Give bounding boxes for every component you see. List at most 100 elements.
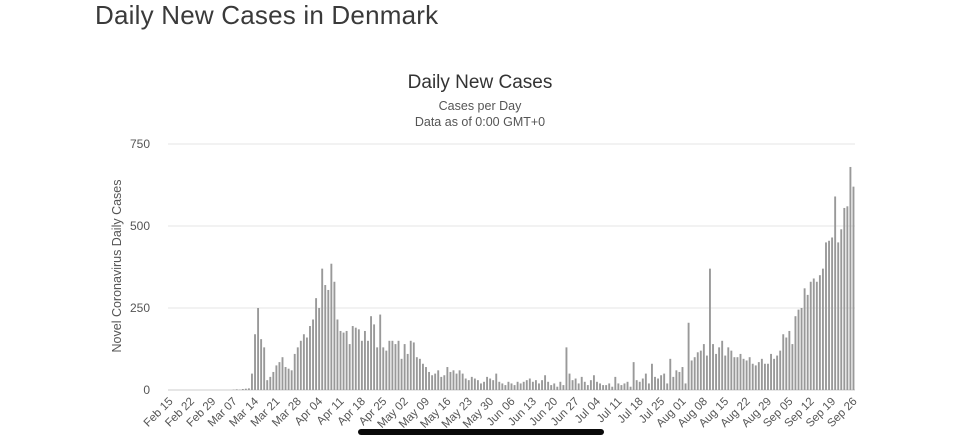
bar[interactable]	[446, 367, 449, 390]
bar[interactable]	[498, 381, 501, 390]
scroll-indicator[interactable]	[358, 429, 604, 435]
bar[interactable]	[821, 268, 824, 390]
bar[interactable]	[516, 381, 519, 390]
bar[interactable]	[565, 347, 568, 390]
bar[interactable]	[647, 383, 650, 390]
bar[interactable]	[699, 350, 702, 390]
bar[interactable]	[531, 381, 534, 390]
bar[interactable]	[293, 353, 296, 390]
bar[interactable]	[254, 334, 256, 390]
bar[interactable]	[806, 294, 809, 390]
bar[interactable]	[354, 327, 357, 390]
bar[interactable]	[251, 373, 253, 390]
bar[interactable]	[727, 347, 730, 390]
bar[interactable]	[559, 381, 562, 390]
bar[interactable]	[608, 383, 611, 390]
bar[interactable]	[360, 340, 363, 390]
bar[interactable]	[373, 324, 376, 390]
bar[interactable]	[428, 371, 430, 390]
bar[interactable]	[745, 360, 748, 390]
bar[interactable]	[510, 383, 513, 390]
bar[interactable]	[397, 340, 400, 390]
bar[interactable]	[596, 381, 598, 390]
bar[interactable]	[452, 370, 455, 390]
bar[interactable]	[742, 358, 745, 390]
bar[interactable]	[357, 329, 360, 390]
bar[interactable]	[434, 373, 437, 390]
bar[interactable]	[660, 375, 663, 390]
bar[interactable]	[773, 358, 776, 390]
bar[interactable]	[770, 353, 772, 390]
bar[interactable]	[818, 275, 821, 390]
bar[interactable]	[718, 347, 721, 390]
bar[interactable]	[519, 383, 522, 390]
bar[interactable]	[800, 308, 803, 390]
bar[interactable]	[638, 381, 641, 390]
bar[interactable]	[480, 383, 482, 390]
bar[interactable]	[464, 378, 467, 390]
bar[interactable]	[614, 376, 617, 390]
bar[interactable]	[330, 263, 333, 390]
bar[interactable]	[290, 370, 293, 390]
bar[interactable]	[568, 373, 571, 390]
bar[interactable]	[394, 344, 397, 390]
bar[interactable]	[272, 371, 275, 390]
bar[interactable]	[834, 196, 837, 390]
bar[interactable]	[278, 362, 281, 390]
bar[interactable]	[803, 288, 806, 390]
bar[interactable]	[733, 357, 736, 390]
bar[interactable]	[837, 242, 840, 390]
bar[interactable]	[840, 229, 843, 390]
bar[interactable]	[736, 357, 739, 390]
bar[interactable]	[583, 381, 586, 390]
bar[interactable]	[620, 385, 623, 390]
bar[interactable]	[748, 357, 751, 390]
bar[interactable]	[589, 380, 592, 390]
bar[interactable]	[724, 355, 727, 390]
bar[interactable]	[592, 375, 595, 390]
bar[interactable]	[528, 378, 531, 390]
bar[interactable]	[467, 380, 470, 390]
bar[interactable]	[391, 340, 394, 390]
bar[interactable]	[696, 352, 699, 390]
bar[interactable]	[547, 381, 550, 390]
bar[interactable]	[367, 340, 369, 390]
bar[interactable]	[757, 362, 760, 390]
bar[interactable]	[730, 350, 733, 390]
bar[interactable]	[305, 337, 308, 390]
bar[interactable]	[302, 334, 305, 390]
bar[interactable]	[626, 381, 629, 390]
bar[interactable]	[370, 316, 372, 390]
bar[interactable]	[678, 371, 681, 390]
bar[interactable]	[586, 385, 589, 390]
bar[interactable]	[550, 385, 553, 390]
bar[interactable]	[751, 363, 754, 390]
bar[interactable]	[712, 344, 714, 390]
bar[interactable]	[324, 285, 327, 390]
bar[interactable]	[422, 363, 424, 390]
bar[interactable]	[580, 376, 583, 390]
bar[interactable]	[309, 326, 311, 390]
bar[interactable]	[666, 383, 669, 390]
bar[interactable]	[257, 308, 260, 390]
bar[interactable]	[654, 376, 656, 390]
bar[interactable]	[831, 237, 834, 390]
bar[interactable]	[672, 376, 675, 390]
bar[interactable]	[470, 376, 473, 390]
bar[interactable]	[339, 330, 342, 390]
bar[interactable]	[385, 350, 388, 390]
bar[interactable]	[849, 166, 852, 390]
bar[interactable]	[782, 334, 785, 390]
bar[interactable]	[715, 353, 718, 390]
bar[interactable]	[675, 370, 678, 390]
bar[interactable]	[260, 339, 263, 390]
bar[interactable]	[513, 385, 516, 390]
bar[interactable]	[544, 375, 547, 390]
bar[interactable]	[651, 363, 653, 390]
bar[interactable]	[269, 376, 272, 390]
bar[interactable]	[571, 380, 574, 390]
bar[interactable]	[492, 380, 495, 390]
bar[interactable]	[541, 380, 543, 390]
bar[interactable]	[431, 375, 434, 390]
bar[interactable]	[281, 357, 284, 390]
